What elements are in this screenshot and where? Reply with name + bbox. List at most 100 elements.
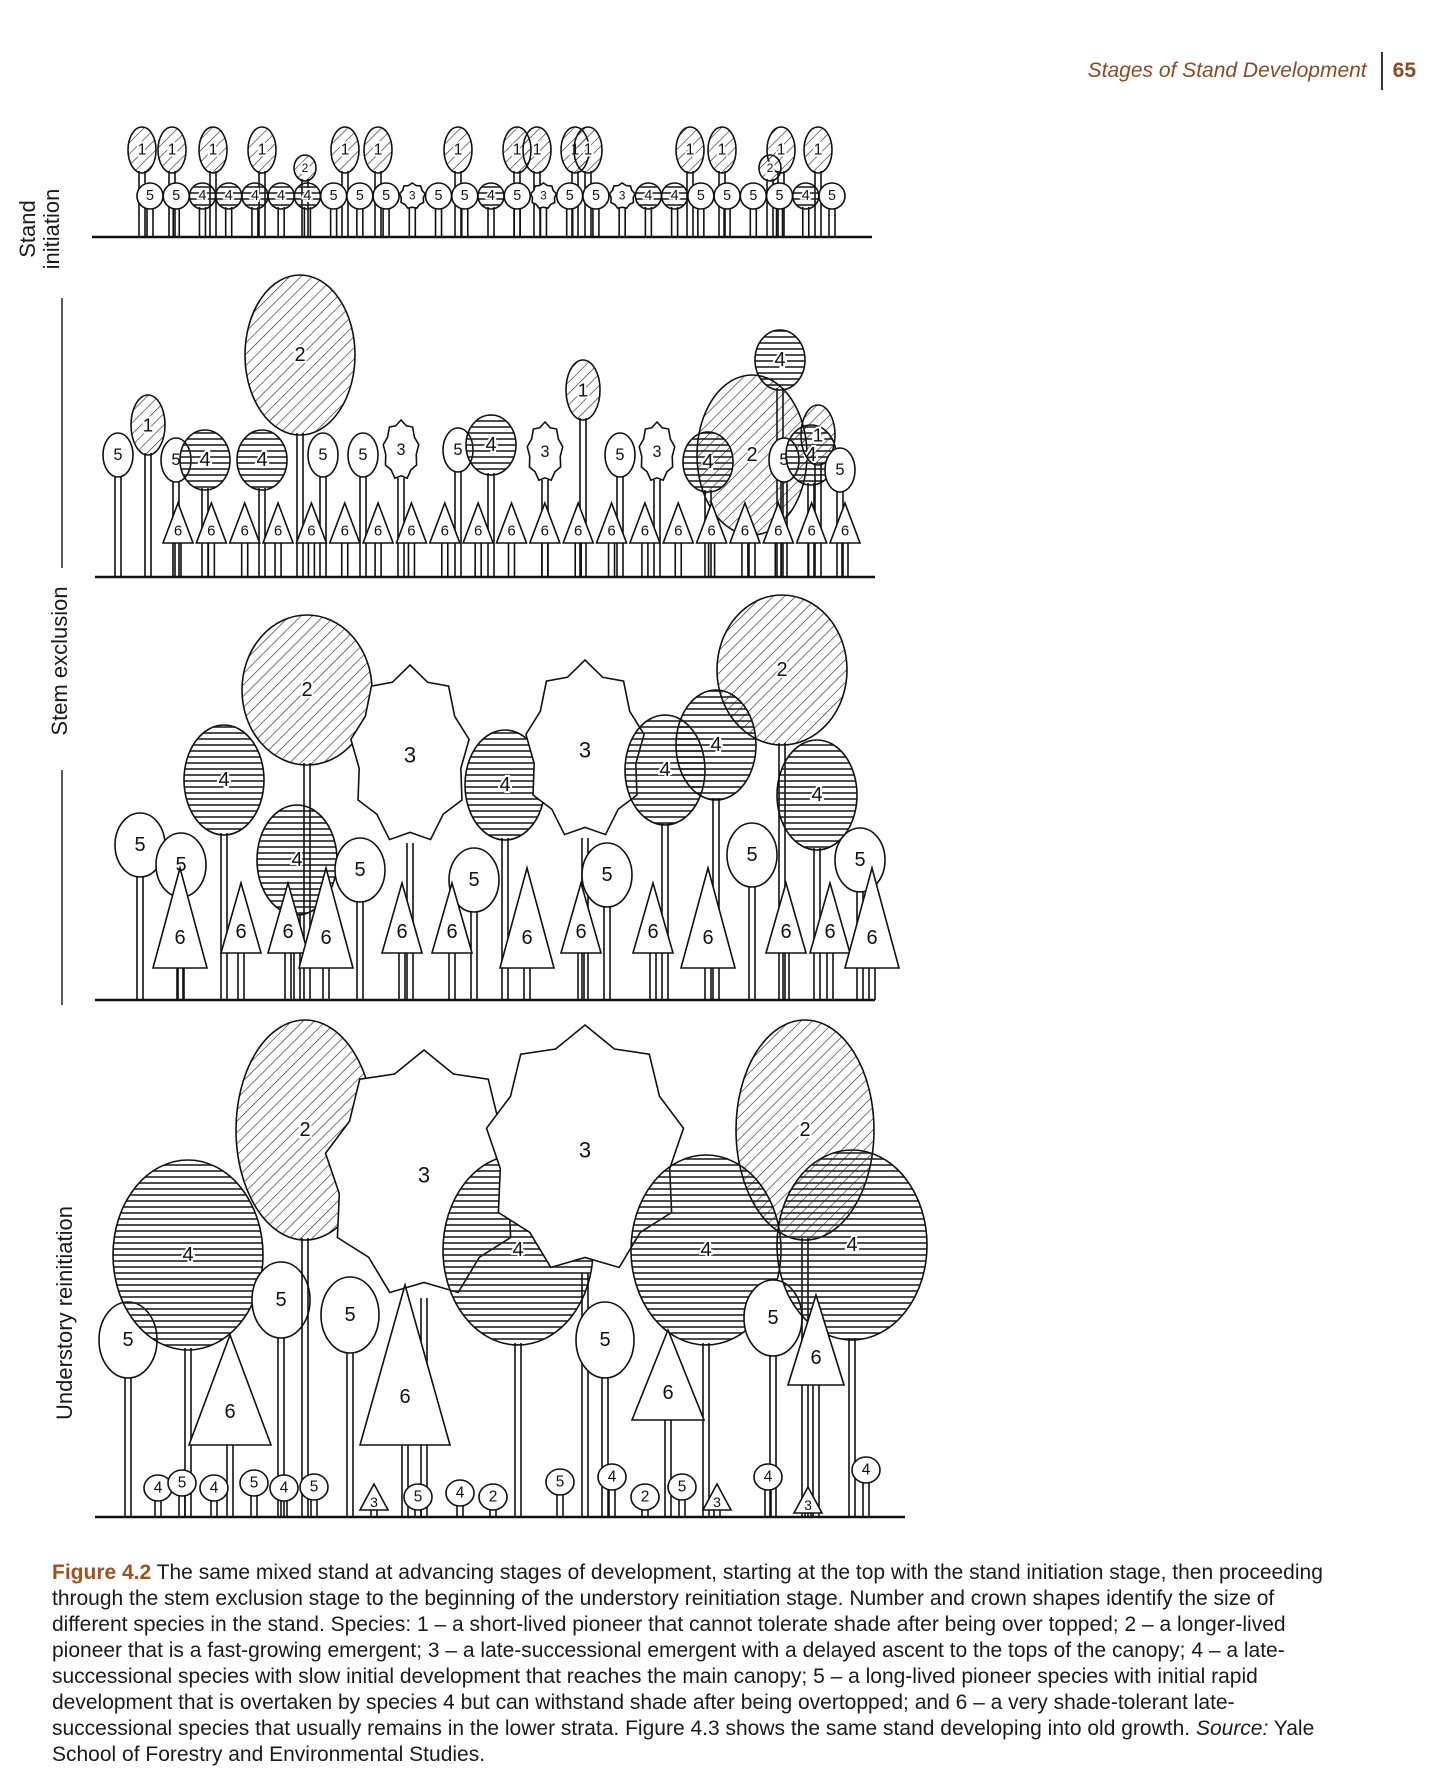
species-6-crown bbox=[495, 500, 528, 544]
species-5-crown bbox=[403, 1483, 433, 1511]
species-number-label: 5 bbox=[134, 834, 145, 856]
species-number-label: 1 bbox=[584, 142, 593, 159]
species-number-label: 6 bbox=[374, 523, 382, 540]
species-1-crown bbox=[127, 126, 157, 174]
species-6-crown bbox=[380, 880, 424, 954]
species-3-crown bbox=[608, 182, 636, 210]
species-number-label: 5 bbox=[453, 441, 462, 459]
species-5-crown bbox=[545, 1468, 575, 1496]
species-6-crown bbox=[662, 500, 695, 544]
species-number-label: 5 bbox=[435, 188, 443, 204]
species-number-label: 6 bbox=[441, 523, 449, 540]
species-number-label: 5 bbox=[382, 188, 390, 204]
species-number-label: 5 bbox=[468, 869, 479, 891]
species-6-crown bbox=[786, 1292, 846, 1386]
species-number-label: 2 bbox=[489, 1489, 498, 1506]
header-divider bbox=[1380, 52, 1383, 90]
species-number-label: 1 bbox=[513, 142, 522, 159]
species-6-crown bbox=[266, 880, 310, 954]
species-6-crown bbox=[428, 500, 461, 544]
species-5-crown bbox=[597, 1463, 627, 1491]
species-number-label: 4 bbox=[608, 1469, 617, 1486]
species-number-label: 5 bbox=[599, 1329, 610, 1351]
species-6-crown bbox=[695, 500, 728, 544]
species-number-label: 5 bbox=[749, 188, 757, 204]
species-5-crown bbox=[167, 1469, 197, 1497]
species-number-label: 3 bbox=[579, 738, 591, 763]
species-3-crown bbox=[529, 182, 558, 210]
species-number-label: 3 bbox=[804, 1497, 812, 1513]
species-number-label: 2 bbox=[294, 344, 305, 366]
species-number-label: 5 bbox=[615, 446, 624, 464]
species-number-label: 5 bbox=[723, 188, 731, 204]
species-number-label: 6 bbox=[174, 523, 182, 540]
page-header: Stages of Stand Development 65 bbox=[1088, 52, 1416, 90]
species-number-label: 4 bbox=[659, 759, 670, 781]
species-6-crown bbox=[461, 500, 495, 544]
species-5-crown bbox=[818, 182, 846, 210]
species-5-crown bbox=[851, 1456, 881, 1484]
stand-diagram: 1111111111111112255444445553554535534455… bbox=[61, 126, 928, 1519]
species-6-crown bbox=[795, 500, 828, 544]
species-5-crown bbox=[307, 432, 339, 478]
species-6-crown bbox=[631, 880, 675, 954]
species-number-label: 3 bbox=[396, 441, 405, 459]
species-number-label: 5 bbox=[513, 188, 521, 204]
species-3-crown bbox=[638, 420, 676, 482]
species-5-crown bbox=[824, 447, 856, 493]
species-number-label: 6 bbox=[780, 921, 791, 943]
species-5-crown bbox=[320, 1276, 380, 1354]
species-number-label: 6 bbox=[607, 523, 615, 540]
species-2-crown bbox=[758, 154, 782, 182]
species-1-crown bbox=[247, 126, 277, 174]
species-number-label: 1 bbox=[718, 142, 727, 159]
species-number-label: 5 bbox=[171, 451, 180, 469]
species-number-label: 6 bbox=[307, 523, 315, 540]
figure-caption: Figure 4.2 The same mixed stand at advan… bbox=[52, 1560, 1342, 1768]
stage-label-line: initiation bbox=[39, 188, 64, 270]
species-number-label: 6 bbox=[707, 523, 715, 540]
species-number-label: 6 bbox=[521, 927, 532, 949]
species-number-label: 4 bbox=[182, 1244, 193, 1266]
species-1-crown bbox=[522, 126, 552, 174]
species-number-label: 1 bbox=[138, 142, 147, 159]
species-number-label: 3 bbox=[579, 1138, 591, 1163]
species-6-crown bbox=[151, 864, 209, 969]
species-number-label: 3 bbox=[652, 443, 661, 461]
species-number-label: 5 bbox=[854, 849, 865, 871]
species-number-label: 5 bbox=[767, 1307, 778, 1329]
species-number-label: 6 bbox=[320, 927, 331, 949]
species-number-label: 2 bbox=[776, 659, 787, 681]
species-number-label: 1 bbox=[814, 142, 823, 159]
running-title: Stages of Stand Development bbox=[1087, 59, 1367, 82]
species-number-label: 1 bbox=[168, 142, 177, 159]
species-number-label: 6 bbox=[474, 523, 482, 540]
species-number-label: 5 bbox=[178, 1475, 187, 1492]
species-number-label: 5 bbox=[556, 1474, 565, 1491]
species-number-label: 4 bbox=[764, 1469, 773, 1486]
species-3-crown bbox=[525, 658, 645, 836]
species-6-crown bbox=[562, 500, 595, 544]
species-number-label: 3 bbox=[370, 1494, 378, 1510]
species-number-label: 3 bbox=[540, 443, 549, 461]
species-6-crown bbox=[792, 1485, 824, 1514]
species-6-crown bbox=[187, 1332, 273, 1446]
species-number-label: 4 bbox=[218, 769, 229, 791]
species-number-label: 6 bbox=[647, 921, 658, 943]
species-number-label: 4 bbox=[644, 188, 652, 204]
species-number-label: 4 bbox=[811, 784, 822, 806]
species-number-label: 6 bbox=[541, 523, 549, 540]
species-number-label: 1 bbox=[777, 142, 786, 159]
species-6-crown bbox=[728, 500, 762, 544]
species-number-label: 4 bbox=[774, 349, 785, 371]
species-6-crown bbox=[628, 500, 662, 544]
species-number-label: 5 bbox=[776, 188, 784, 204]
species-number-label: 4 bbox=[198, 188, 206, 204]
figure-stand-development: Stand initiation Stem exclusion Understo… bbox=[15, 126, 928, 1519]
species-5-crown bbox=[726, 822, 778, 888]
species-number-label: 5 bbox=[601, 864, 612, 886]
species-number-label: 1 bbox=[143, 415, 153, 436]
species-6-crown bbox=[395, 500, 428, 544]
species-number-label: 5 bbox=[358, 446, 367, 464]
species-number-label: 6 bbox=[446, 921, 457, 943]
